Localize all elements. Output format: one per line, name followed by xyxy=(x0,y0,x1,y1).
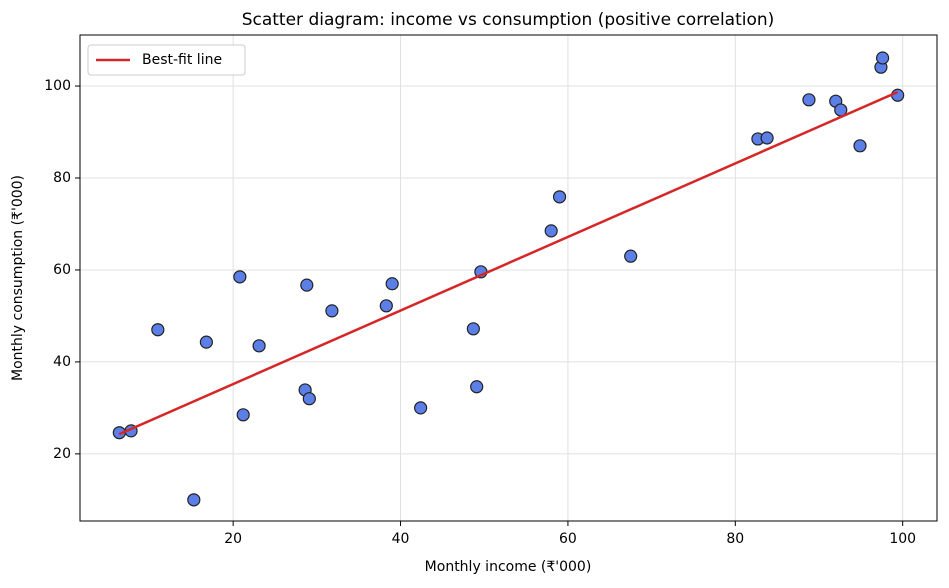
legend-box xyxy=(87,44,246,76)
data-point xyxy=(199,335,213,349)
data-point xyxy=(760,131,774,145)
legend-label: Best-fit line xyxy=(142,52,222,68)
data-point xyxy=(385,277,399,291)
chart-title: Scatter diagram: income vs consumption (… xyxy=(242,10,775,30)
data-point xyxy=(233,270,247,284)
y-axis-label: Monthly consumption (₹'000) xyxy=(10,175,26,381)
data-point xyxy=(300,278,314,292)
plot-frame xyxy=(79,34,938,522)
data-point xyxy=(236,408,250,422)
data-point xyxy=(891,88,905,102)
best-fit-line xyxy=(118,90,899,436)
data-point xyxy=(552,190,567,204)
data-point xyxy=(325,304,339,318)
data-point xyxy=(466,322,480,336)
data-point xyxy=(876,51,890,65)
data-point xyxy=(624,249,638,263)
data-point xyxy=(151,323,165,337)
data-point xyxy=(252,339,266,353)
data-point xyxy=(544,224,558,238)
data-point xyxy=(187,493,201,507)
data-point xyxy=(470,380,484,394)
data-point xyxy=(802,93,816,107)
x-tick-label: 20 xyxy=(224,531,242,547)
x-tick-label: 60 xyxy=(559,531,577,547)
y-tick-label: 100 xyxy=(44,78,71,94)
data-point xyxy=(379,299,393,313)
y-tick-label: 80 xyxy=(53,170,71,186)
x-tick-label: 40 xyxy=(392,531,410,547)
y-tick-label: 60 xyxy=(53,262,71,278)
y-tick-label: 40 xyxy=(53,354,71,370)
data-point xyxy=(853,139,867,153)
y-tick-label: 20 xyxy=(53,446,71,462)
data-point xyxy=(302,392,316,406)
x-axis-label: Monthly income (₹'000) xyxy=(425,559,592,575)
x-tick-label: 100 xyxy=(889,531,916,547)
data-point xyxy=(414,401,428,415)
x-tick-label: 80 xyxy=(726,531,744,547)
